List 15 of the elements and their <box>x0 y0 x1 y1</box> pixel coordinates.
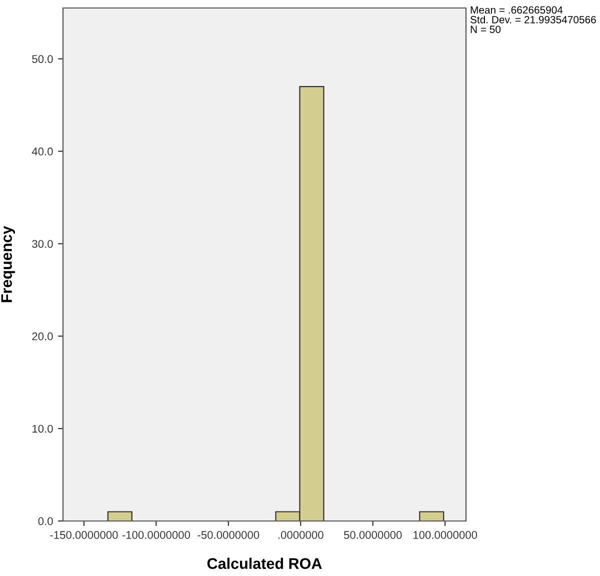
y-tick-label: 0.0 <box>38 517 53 526</box>
x-tick-label: 100.0000000 <box>413 531 478 539</box>
x-tick-label: .0000000 <box>278 531 324 539</box>
x-axis-title: Calculated ROA <box>207 558 322 569</box>
x-tick-label: -100.0000000 <box>122 531 190 539</box>
y-tick-label: 40.0 <box>32 148 53 156</box>
x-tick-label: -150.0000000 <box>50 531 118 539</box>
y-tick-label: 20.0 <box>32 332 53 340</box>
y-tick-label: 10.0 <box>32 424 53 433</box>
x-tick-label: -50.0000000 <box>198 531 260 539</box>
text: Mean = .662665904 Std. Dev. = 21.9935470566 N = 50 <box>470 6 596 34</box>
y-tick-label: 30.0 <box>32 240 53 248</box>
y-tick-label: 50.0 <box>32 55 53 63</box>
y-axis-title: Frequency <box>1 226 15 302</box>
x-tick-label: 50.0000000 <box>344 531 402 539</box>
